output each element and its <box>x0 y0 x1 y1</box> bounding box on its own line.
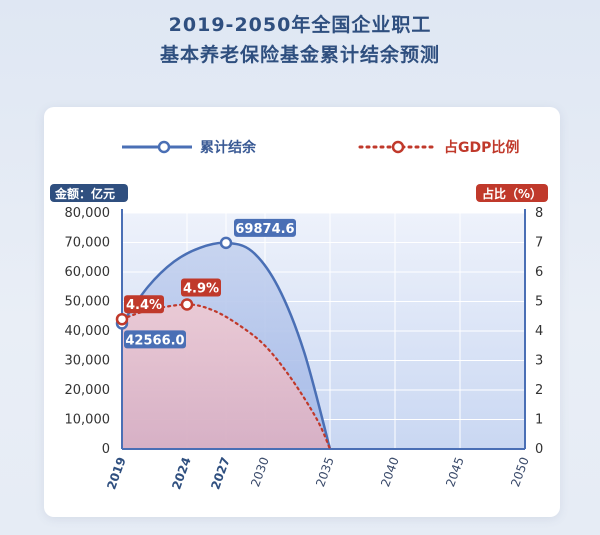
data-marker <box>180 298 194 311</box>
x-tick-label: 2030 <box>248 455 272 488</box>
right-tick-label: 7 <box>535 236 543 251</box>
right-tick-label: 0 <box>535 442 543 457</box>
x-tick-label: 2045 <box>443 455 467 488</box>
right-unit-label: 占比（%） <box>482 186 542 201</box>
left-unit-label: 金额：亿元 <box>54 186 115 201</box>
legend: 累计结余 占GDP比例 <box>122 139 519 156</box>
left-unit-badge <box>50 184 128 202</box>
left-tick-label: 40,000 <box>65 324 111 339</box>
data-marker <box>219 236 233 250</box>
left-tick-label: 60,000 <box>65 265 111 280</box>
right-tick-label: 6 <box>535 265 543 280</box>
x-tick-label: 2024 <box>169 455 194 491</box>
right-tick-label: 8 <box>535 206 543 221</box>
data-label-box <box>181 278 221 297</box>
data-marker <box>115 312 129 326</box>
chart-title-line2: 基本养老保险基金累计结余预测 <box>159 44 440 66</box>
data-label: 4.4% <box>126 298 162 313</box>
left-tick-label: 20,000 <box>65 383 111 398</box>
left-tick-label: 70,000 <box>65 236 111 251</box>
legend-marker-balance <box>157 140 171 154</box>
data-label: 69874.6 <box>235 222 294 237</box>
legend-label-balance: 累计结余 <box>200 139 257 156</box>
left-tick-label: 0 <box>102 442 110 457</box>
legend-marker-gdp <box>391 140 405 154</box>
x-tick-label: 2035 <box>313 455 337 488</box>
data-label: 42566.0 <box>125 333 184 348</box>
data-label: 4.9% <box>183 281 219 296</box>
legend-label-gdp: 占GDP比例 <box>444 139 519 156</box>
left-tick-label: 10,000 <box>65 413 111 428</box>
x-tick-label: 2019 <box>104 455 129 491</box>
left-tick-label: 50,000 <box>65 295 111 310</box>
right-tick-label: 1 <box>535 413 543 428</box>
x-tick-label: 2050 <box>508 455 532 488</box>
data-label-box <box>234 218 296 237</box>
right-tick-label: 5 <box>535 295 543 310</box>
x-tick-label: 2040 <box>378 455 402 488</box>
left-tick-label: 80,000 <box>65 206 111 221</box>
data-labels: 69874.6 42566.0 4.4% 4.9% <box>115 218 296 349</box>
right-tick-label: 3 <box>535 354 543 369</box>
left-tick-label: 30,000 <box>65 354 111 369</box>
chart-title-line1: 2019-2050年全国企业职工 <box>168 14 432 36</box>
right-tick-label: 4 <box>535 324 543 339</box>
right-unit-badge <box>476 184 548 202</box>
right-tick-label: 2 <box>535 383 543 398</box>
data-label-box <box>124 330 186 349</box>
x-tick-label: 2027 <box>208 455 233 491</box>
data-label-box <box>124 295 164 314</box>
